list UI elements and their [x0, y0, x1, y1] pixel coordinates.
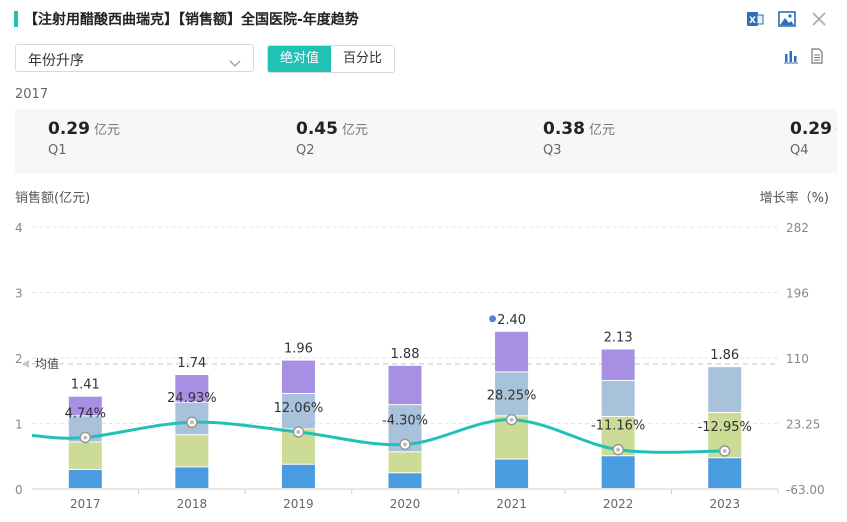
- title-accent: [14, 11, 18, 27]
- bar-segment: [281, 464, 315, 488]
- bar-segment: [68, 470, 102, 488]
- bar-segment: [495, 331, 529, 372]
- x-tick-label: 2023: [709, 497, 740, 511]
- kpi-quarter-label: Q1: [48, 143, 67, 158]
- y-right-tick-label: 23.25: [786, 418, 820, 432]
- kpi-value: 0.29: [48, 119, 90, 139]
- y-right-tick-label: 282: [786, 221, 809, 235]
- header: 【注射用醋酸西曲瑞克】【销售额】全国医院-年度趋势 X: [0, 0, 847, 38]
- growth-rate-label: 4.74%: [65, 407, 106, 422]
- controls-row: 年份升序 绝对值 百分比: [15, 44, 835, 74]
- bar-segment: [708, 367, 742, 413]
- kpi-unit: 亿元: [93, 123, 120, 138]
- bar-segment: [708, 458, 742, 488]
- bar-segment: [68, 396, 102, 416]
- growth-rate-label: -11.16%: [591, 419, 645, 434]
- growth-rate-line: [31, 418, 725, 454]
- x-tick-label: 2017: [70, 497, 101, 511]
- average-label: 均值: [35, 356, 59, 371]
- bar-total-label: 1.41: [71, 378, 100, 393]
- average-marker: [22, 359, 29, 368]
- bar-segment: [175, 435, 209, 467]
- bar-total-label: 1.74: [177, 356, 206, 371]
- growth-point-center: [616, 447, 621, 452]
- growth-point-center: [83, 435, 88, 440]
- x-tick-label: 2018: [177, 497, 208, 511]
- y-left-tick-label: 2: [15, 352, 23, 366]
- y-left-tick-label: 4: [15, 221, 23, 235]
- bar-total-label: 1.96: [284, 342, 313, 357]
- kpi-value: 0.45: [296, 119, 338, 139]
- growth-point-center: [189, 420, 194, 425]
- bar-segment: [175, 467, 209, 488]
- right-axis-title: 增长率（%): [759, 191, 829, 206]
- detail-year-label: 2017: [15, 87, 49, 102]
- mode-absolute-button[interactable]: 绝对值: [268, 46, 332, 72]
- x-tick-label: 2020: [390, 497, 421, 511]
- bar-total-label: 1.86: [710, 348, 739, 363]
- bar-total-label: 2.40: [497, 313, 526, 328]
- growth-rate-label: 28.25%: [487, 389, 537, 404]
- document-icon[interactable]: [809, 48, 825, 68]
- bar-segment: [281, 360, 315, 394]
- bar-total-label: 2.13: [604, 330, 633, 345]
- growth-rate-label: -4.30%: [382, 413, 428, 428]
- growth-point-center: [403, 442, 407, 447]
- y-left-tick-label: 3: [15, 287, 23, 301]
- kpi-value: 0.29: [790, 119, 832, 139]
- kpi-q3: 0.38 亿元 Q3: [543, 119, 743, 158]
- bar-segment: [495, 372, 529, 416]
- bar-segment: [175, 375, 209, 402]
- kpi-unit: 亿元: [836, 123, 837, 138]
- bar-segment: [495, 459, 529, 488]
- bar-segment: [281, 394, 315, 429]
- growth-point-center: [509, 417, 514, 422]
- growth-point-center: [722, 448, 727, 453]
- mode-percent-button[interactable]: 百分比: [331, 46, 395, 72]
- bar-segment: [388, 473, 422, 488]
- mode-toggle: 绝对值 百分比: [267, 45, 396, 73]
- bar-segment: [388, 452, 422, 473]
- page-title: 【注射用醋酸西曲瑞克】【销售额】全国医院-年度趋势: [24, 12, 359, 28]
- kpi-quarter-label: Q2: [296, 143, 315, 158]
- kpi-quarter-label: Q4: [790, 143, 809, 158]
- bar-chart-icon[interactable]: [783, 48, 799, 68]
- sort-select[interactable]: 年份升序: [15, 44, 254, 72]
- bar-segment: [601, 380, 635, 416]
- x-tick-label: 2022: [603, 497, 634, 511]
- bar-segment: [601, 349, 635, 380]
- bar-total-label: 1.88: [391, 347, 420, 362]
- highlight-dot: [489, 315, 497, 323]
- kpi-q1: 0.29 亿元 Q1: [48, 119, 248, 158]
- growth-point-center: [296, 429, 301, 434]
- x-tick-label: 2019: [283, 497, 314, 511]
- svg-text:X: X: [749, 16, 756, 26]
- growth-rate-label: 24.93%: [167, 391, 217, 406]
- kpi-q2: 0.45 亿元 Q2: [296, 119, 496, 158]
- sort-select-value: 年份升序: [28, 53, 84, 69]
- growth-rate-label: -12.95%: [698, 420, 752, 435]
- y-right-tick-label: 110: [786, 352, 809, 366]
- bar-segment: [601, 456, 635, 488]
- kpi-unit: 亿元: [588, 123, 615, 138]
- kpi-quarter-label: Q3: [543, 143, 562, 158]
- bar-segment: [388, 365, 422, 405]
- image-export-icon[interactable]: [777, 9, 797, 29]
- y-left-tick-label: 1: [15, 418, 23, 432]
- chevron-down-icon: [229, 53, 241, 72]
- bar-segment: [68, 442, 102, 470]
- y-right-tick-label: 196: [786, 287, 809, 301]
- y-right-tick-label: -63.00: [786, 483, 825, 497]
- left-axis-title: 销售额(亿元): [15, 191, 91, 206]
- excel-export-icon[interactable]: X: [745, 9, 765, 29]
- kpi-q4: 0.29 亿元 Q4: [790, 119, 837, 158]
- x-tick-label: 2021: [496, 497, 527, 511]
- kpi-value: 0.38: [543, 119, 585, 139]
- y-left-tick-label: 0: [15, 483, 23, 497]
- close-icon[interactable]: [809, 9, 829, 29]
- growth-rate-label: 12.06%: [274, 401, 324, 416]
- kpi-unit: 亿元: [341, 123, 368, 138]
